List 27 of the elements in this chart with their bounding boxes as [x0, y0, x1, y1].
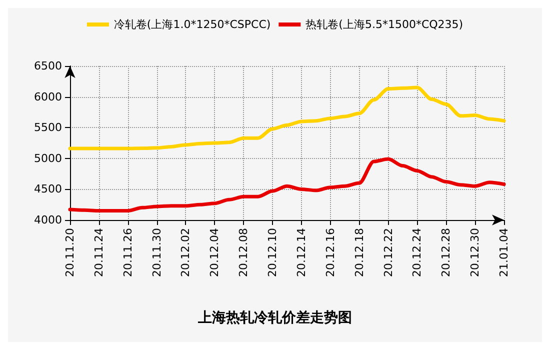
- y-tick-label: 6500: [34, 60, 62, 72]
- x-tick-label: 20.12.10: [266, 228, 280, 277]
- line-series: [68, 86, 506, 150]
- x-tick-label: 21.01.04: [498, 228, 510, 277]
- y-tick-label: 6000: [34, 90, 62, 104]
- x-tick-label: 20.11.30: [150, 228, 164, 277]
- legend-label: 热轧卷(上海5.5*1500*CQ235): [306, 18, 464, 31]
- y-tick-label: 4500: [34, 182, 62, 196]
- x-tick-label: 20.12.30: [468, 228, 482, 277]
- x-tick-label: 20.12.18: [352, 228, 366, 277]
- x-tick-label: 20.12.08: [237, 228, 250, 277]
- legend-label: 冷轧卷(上海1.0*1250*CSPCC): [114, 18, 271, 31]
- x-tick-label: 20.12.24: [410, 228, 424, 277]
- x-tick-label: 20.12.02: [179, 228, 192, 277]
- x-tick-label: 20.11.24: [92, 228, 106, 277]
- x-tick-label: 20.12.14: [294, 228, 308, 277]
- x-tick-label: 20.12.28: [440, 228, 453, 277]
- x-tick-label: 20.11.26: [121, 228, 134, 277]
- text: 上海热轧冷轧价差走势图: [197, 310, 352, 326]
- x-tick-label: 20.12.04: [208, 228, 222, 277]
- y-tick-label: 5500: [34, 121, 62, 134]
- line-series: [68, 157, 506, 213]
- y-tick-label: 4000: [34, 214, 62, 226]
- x-tick-label: 20.12.22: [382, 228, 395, 277]
- x-tick-label: 20.12.16: [324, 228, 337, 277]
- y-tick-label: 5000: [34, 152, 62, 165]
- x-tick-label: 20.11.20: [64, 228, 76, 277]
